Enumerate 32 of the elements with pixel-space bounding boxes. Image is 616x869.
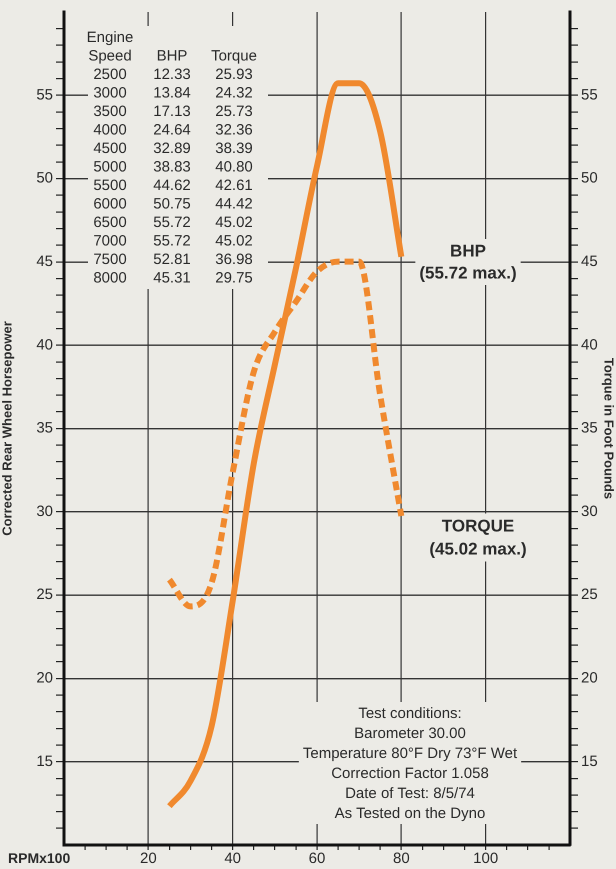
y2-tick-label: 50 (581, 170, 598, 187)
text: BHP 12.33 13.84 17.13 24.64 32.89 38.83 44.62 50.75 55.72 55.72 52.81 45.31 (153, 48, 191, 287)
y-axis-title: Corrected Rear Wheel Horsepower (0, 321, 14, 536)
y2-axis-title: Torque in Foot Pounds (602, 358, 616, 500)
text: Torque 25.93 24.32 25.73 32.36 38.39 40.80 42.61 44.42 45.02 45.02 36.98 29.75 (211, 48, 257, 287)
y2-tick-label: 55 (581, 86, 598, 104)
y2-tick-label: 15 (581, 752, 598, 770)
y-tick-label: 15 (36, 752, 53, 770)
y-tick-label: 20 (36, 670, 53, 687)
x-tick-label: 20 (140, 850, 157, 868)
y2-tick-label: 30 (581, 502, 598, 520)
y-tick-label: 55 (36, 86, 53, 104)
x-axis-title: RPMx100 (8, 850, 70, 866)
y2-tick-label: 35 (581, 420, 598, 437)
y2-tick-label: 45 (581, 253, 598, 270)
y2-tick-label: 40 (581, 336, 598, 354)
y2-tick-label: 25 (581, 586, 598, 604)
y-tick-label: 50 (36, 170, 53, 187)
y-tick-label: 30 (36, 502, 53, 520)
y-tick-label: 40 (36, 336, 53, 354)
x-tick-label: 60 (308, 850, 326, 868)
y-tick-label: 45 (36, 253, 53, 270)
text: Engine Speed 2500 3000 3500 4000 4500 5000 5500 6000 6500 7000 7500 8000 (86, 29, 134, 287)
annotation: TORQUE (45.02 max.) (429, 516, 527, 559)
annotation: BHP (55.72 max.) (419, 242, 517, 283)
y-tick-label: 35 (36, 420, 53, 437)
annotation: Test conditions: Barometer 30.00 Temperature 80°F Dry 73°F Wet Correction Factor 1.058 Date of Test: 8/5/74 As Tested on the Dyno (302, 705, 518, 822)
x-tick-label: 80 (392, 850, 410, 868)
x-tick-label: 100 (473, 850, 498, 868)
y2-tick-label: 20 (581, 670, 598, 687)
y-tick-label: 25 (36, 586, 53, 604)
x-tick-label: 40 (224, 850, 242, 868)
